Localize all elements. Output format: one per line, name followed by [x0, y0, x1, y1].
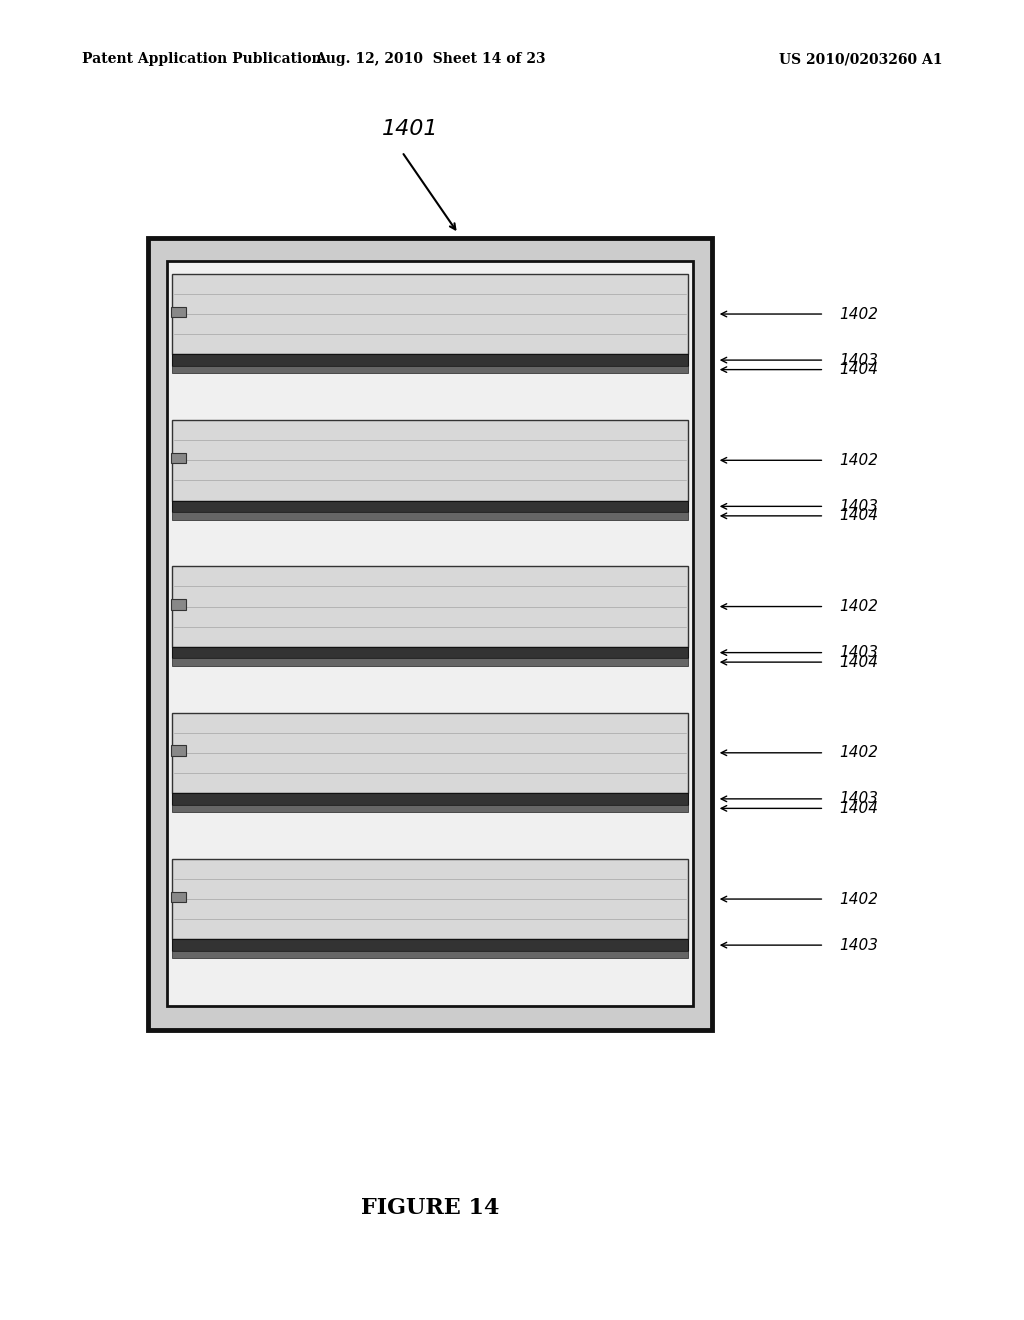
Text: FIGURE 14: FIGURE 14: [360, 1197, 500, 1218]
Bar: [172, 713, 688, 793]
Bar: [172, 566, 688, 647]
Bar: [172, 500, 688, 512]
Bar: [148, 238, 712, 1030]
Text: 1404: 1404: [840, 508, 879, 523]
Text: 1402: 1402: [840, 306, 879, 322]
Bar: [172, 366, 688, 374]
Bar: [172, 859, 688, 940]
Bar: [172, 793, 688, 805]
Text: 1404: 1404: [840, 362, 879, 378]
Bar: [171, 891, 186, 902]
Bar: [172, 805, 688, 812]
Bar: [172, 273, 688, 354]
Bar: [172, 647, 688, 659]
Text: 1403: 1403: [840, 792, 879, 807]
Text: US 2010/0203260 A1: US 2010/0203260 A1: [778, 53, 942, 66]
Text: 1403: 1403: [840, 352, 879, 367]
Text: 1404: 1404: [840, 801, 879, 816]
Text: Aug. 12, 2010  Sheet 14 of 23: Aug. 12, 2010 Sheet 14 of 23: [314, 53, 546, 66]
Bar: [172, 659, 688, 665]
Bar: [172, 512, 688, 520]
Text: 1403: 1403: [840, 499, 879, 513]
Bar: [172, 354, 688, 366]
Bar: [167, 261, 693, 1006]
Text: 1401: 1401: [381, 119, 438, 139]
Bar: [172, 950, 688, 958]
Text: 1403: 1403: [840, 937, 879, 953]
Bar: [171, 453, 186, 463]
Bar: [171, 746, 186, 756]
Text: 1402: 1402: [840, 746, 879, 760]
Bar: [171, 599, 186, 610]
Text: 1402: 1402: [840, 599, 879, 614]
Bar: [172, 420, 688, 500]
Text: 1404: 1404: [840, 655, 879, 669]
Bar: [172, 940, 688, 950]
Text: Patent Application Publication: Patent Application Publication: [82, 53, 322, 66]
Text: 1402: 1402: [840, 891, 879, 907]
Text: 1402: 1402: [840, 453, 879, 467]
Bar: [171, 306, 186, 317]
Text: 1403: 1403: [840, 645, 879, 660]
